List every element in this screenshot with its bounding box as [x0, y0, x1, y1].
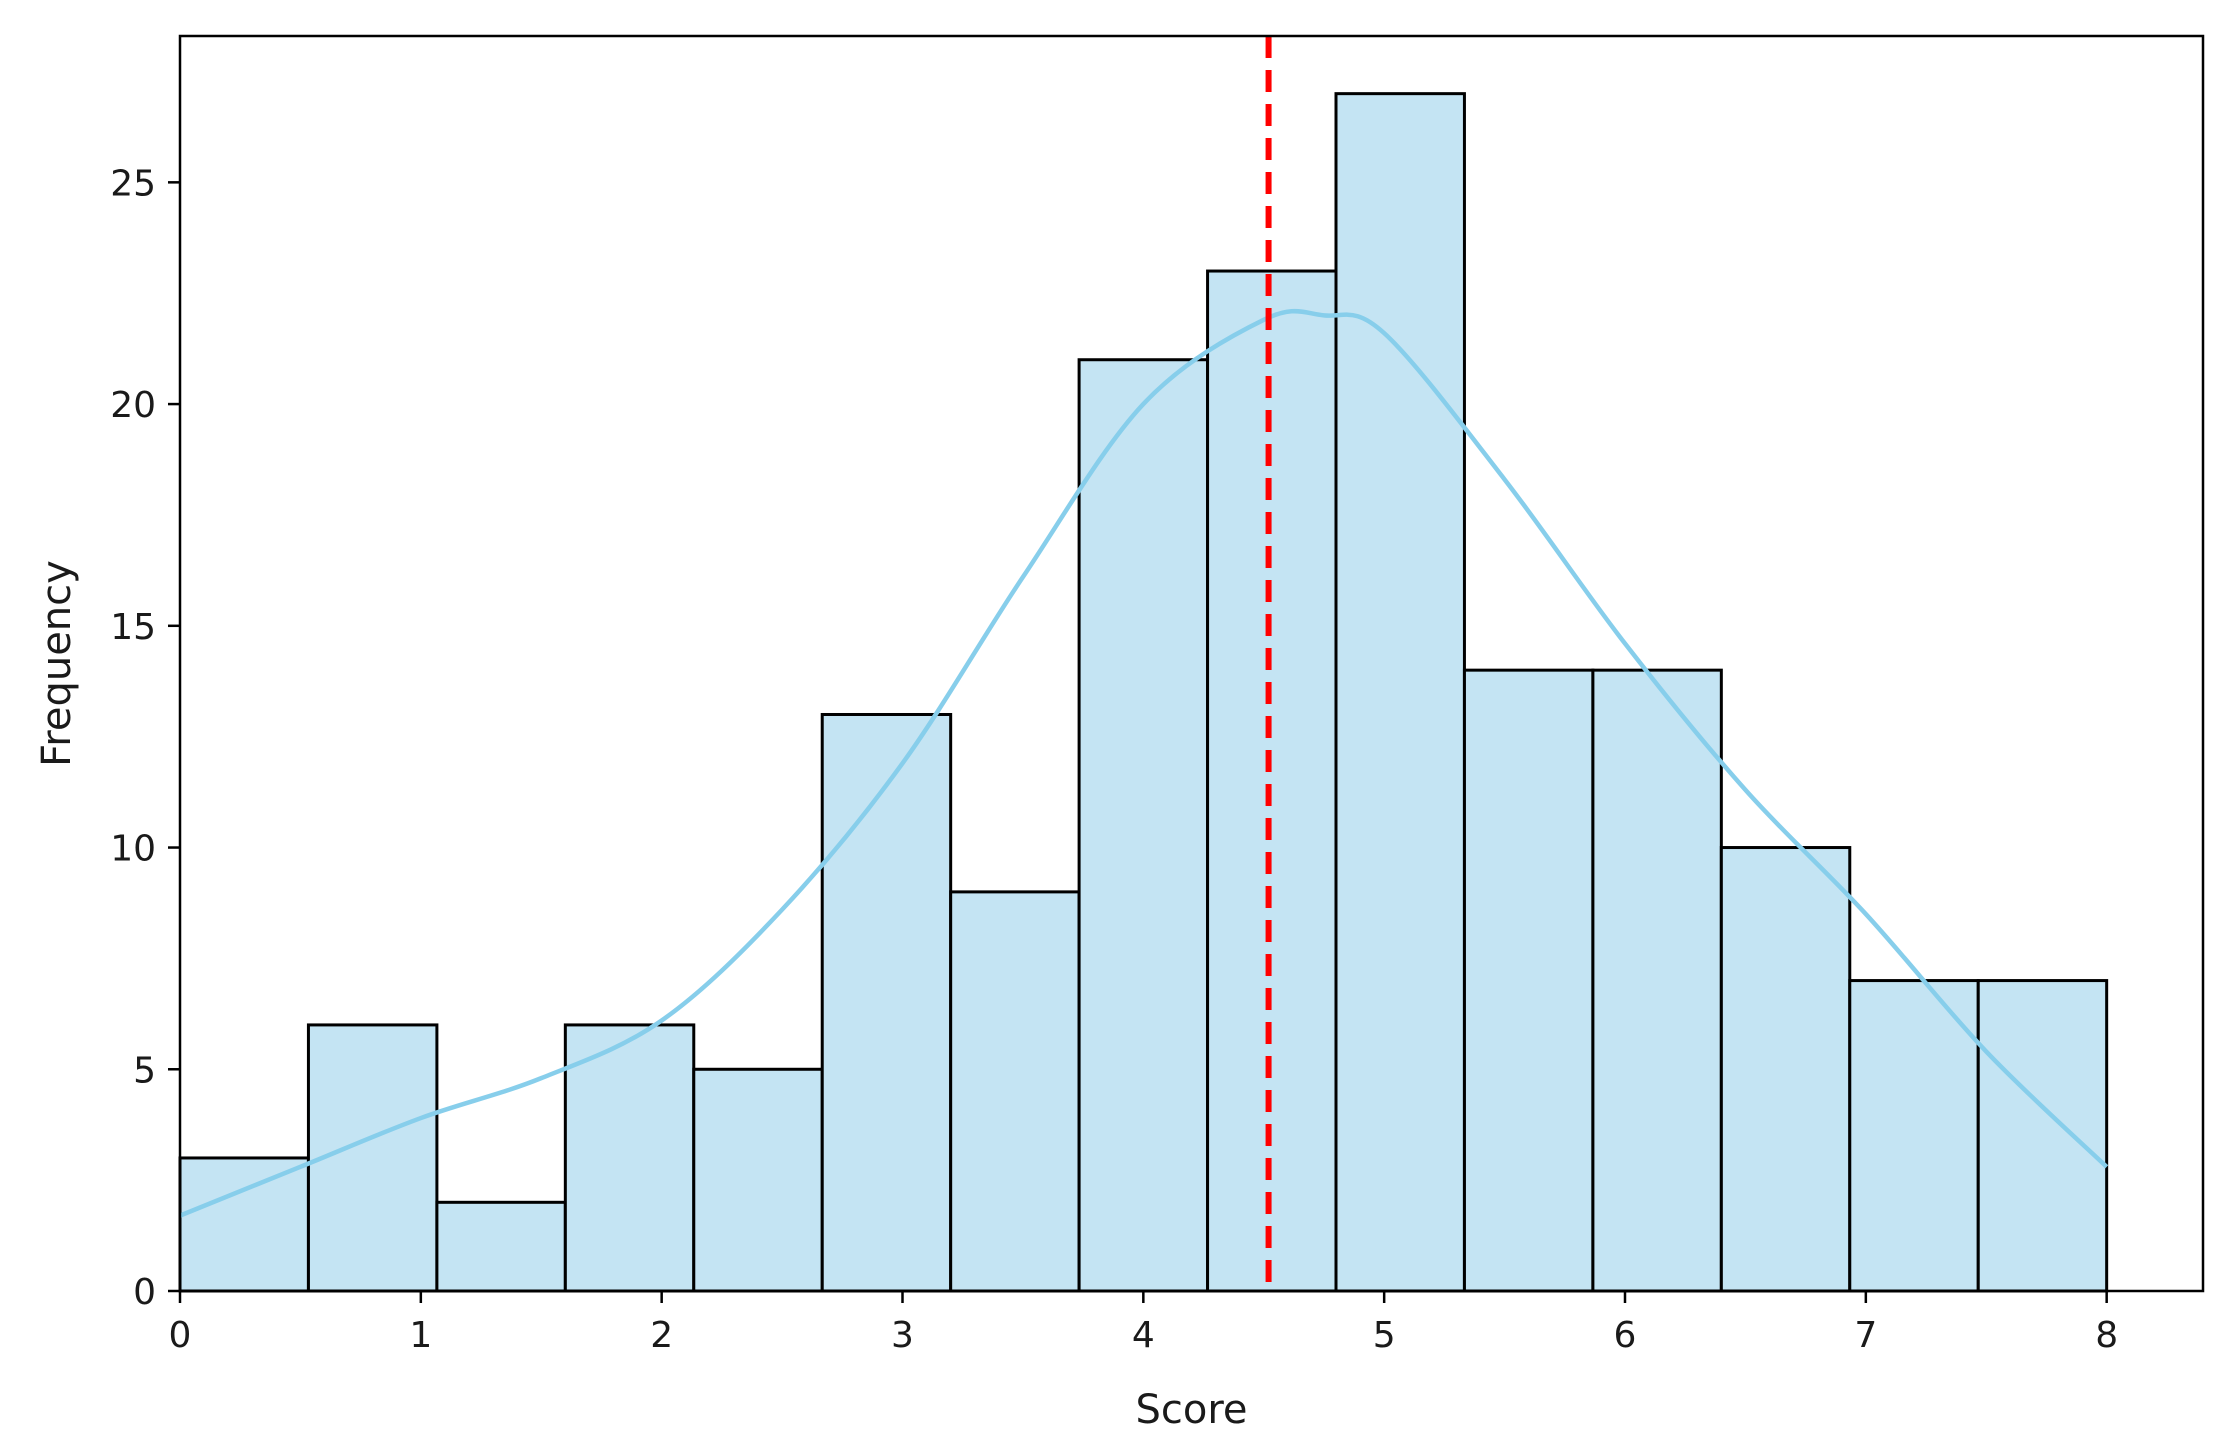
y-tick-label: 15 [110, 607, 156, 648]
histogram-bar [692, 1067, 824, 1293]
histogram-bar [1077, 358, 1210, 1293]
plot-frame [178, 34, 2205, 1293]
y-tick-label: 0 [133, 1272, 156, 1313]
x-tick-label: 2 [650, 1315, 673, 1356]
histogram-bar [1976, 979, 2109, 1293]
x-tick-label: 8 [2095, 1315, 2118, 1356]
x-tick-label: 6 [1614, 1315, 1637, 1356]
histogram-bar [178, 1156, 310, 1293]
x-tick-label: 3 [891, 1315, 914, 1356]
y-tick-label: 20 [110, 385, 156, 426]
histogram-bar [1334, 92, 1466, 1293]
y-tick-label: 5 [133, 1050, 156, 1091]
histogram-bar [563, 1023, 696, 1293]
histogram-bar [820, 712, 953, 1293]
axes-layer: 0 1 2 3 4 5 6 7 8 0 5 10 15 20 25 [110, 34, 2205, 1356]
x-tick-label: 5 [1373, 1315, 1396, 1356]
histogram-bar [1848, 979, 1980, 1293]
x-tick-label: 1 [409, 1315, 432, 1356]
histogram-bar [306, 1023, 439, 1293]
histogram-bar [1206, 269, 1338, 1293]
bars-layer [178, 92, 2109, 1293]
x-tick-label: 0 [169, 1315, 192, 1356]
x-tick-label: 4 [1132, 1315, 1155, 1356]
x-tick-label: 7 [1854, 1315, 1877, 1356]
histogram-bar [435, 1200, 567, 1293]
histogram-bar [1462, 668, 1595, 1293]
kde-curve [179, 308, 2109, 1218]
kde-layer [179, 308, 2109, 1218]
y-tick-label: 10 [110, 829, 156, 870]
x-axis-label: Score [1135, 1387, 1247, 1433]
histogram-bar [1719, 846, 1852, 1293]
histogram-bar [949, 890, 1081, 1293]
y-tick-label: 25 [110, 163, 156, 204]
y-axis-label: Frequency [34, 560, 80, 767]
histogram-bar [1591, 668, 1723, 1293]
